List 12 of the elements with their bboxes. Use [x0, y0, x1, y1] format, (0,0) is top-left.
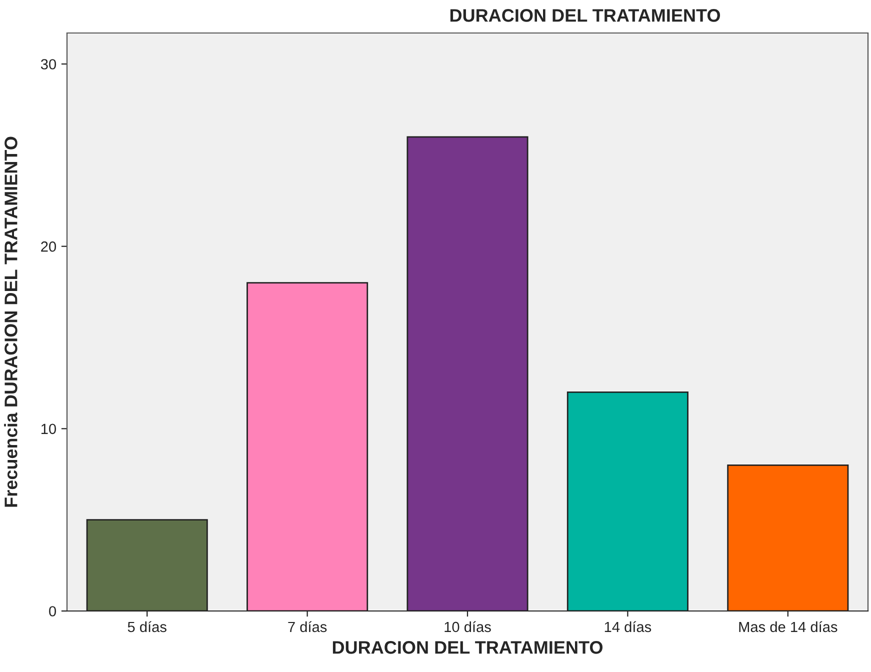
y-tick-label: 30	[40, 59, 56, 70]
y-axis-title: Frecuencia DURACION DEL TRATAMIENTO	[4, 136, 18, 507]
chart-title: DURACION DEL TRATAMIENTO	[450, 9, 720, 22]
x-axis-title: DURACION DEL TRATAMIENTO	[332, 641, 603, 654]
x-tick-label: Mas de 14 días	[739, 621, 838, 632]
y-tick-label: 0	[49, 606, 56, 616]
x-tick-label: 14 días	[604, 621, 652, 632]
x-tick-label: 7 días	[288, 621, 327, 632]
x-tick-label: 5 días	[128, 621, 166, 632]
y-tick-label: 20	[41, 241, 56, 252]
y-tick-label: 10	[41, 424, 56, 434]
x-tick-label: 10 días	[444, 621, 491, 632]
